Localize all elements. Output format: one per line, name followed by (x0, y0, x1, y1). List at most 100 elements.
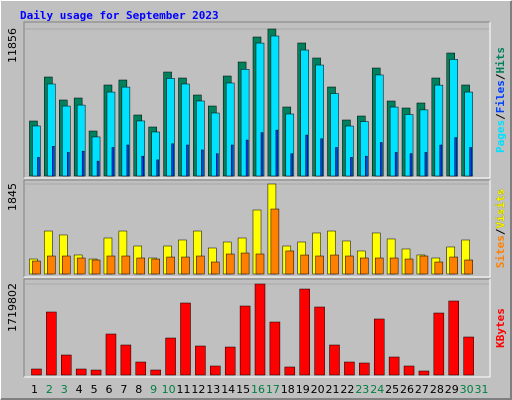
x-tick-label: 29 (445, 383, 459, 396)
x-tick-label: 4 (76, 383, 83, 396)
bar (186, 144, 189, 177)
panel-bevel-dark (23, 179, 490, 277)
bar (151, 258, 160, 275)
x-tick-label: 12 (191, 383, 205, 396)
bar (91, 259, 101, 275)
bar (239, 305, 251, 376)
bar (196, 100, 205, 177)
bar (449, 59, 458, 177)
x-tick-label: 3 (61, 383, 68, 396)
x-tick-label: 27 (415, 383, 429, 396)
bar (439, 144, 443, 177)
legend-entry: KBytes (494, 308, 507, 348)
bar (345, 125, 354, 177)
legend-entry: Files (494, 80, 507, 113)
bar (210, 365, 221, 376)
bar (201, 149, 204, 177)
bar (121, 86, 131, 177)
bar (225, 82, 235, 177)
bar (464, 91, 473, 177)
bar (389, 106, 399, 177)
bar (240, 69, 250, 177)
bar (181, 83, 190, 177)
x-tick-label: 6 (105, 383, 112, 396)
bar (106, 255, 116, 275)
y-tick-label: 1845 (6, 183, 19, 211)
bar (290, 153, 294, 177)
x-tick-label: 13 (206, 383, 220, 396)
legend: Sites/Visits (494, 189, 507, 269)
x-tick-label: 20 (311, 383, 325, 396)
x-tick-label: 18 (281, 383, 295, 396)
bar (418, 370, 430, 376)
bar (135, 361, 147, 376)
bar (240, 252, 250, 275)
bar (448, 300, 459, 376)
bar (434, 261, 444, 275)
bar (156, 159, 159, 177)
bar (424, 152, 428, 177)
y-tick-label: 1719802 (6, 283, 19, 332)
x-tick-label: 17 (266, 383, 280, 396)
x-tick-label: 28 (430, 383, 444, 396)
bar (46, 311, 57, 376)
bar (374, 74, 384, 177)
panel-bevel-dark (23, 278, 490, 377)
bar (230, 144, 234, 177)
x-tick-label: 15 (236, 383, 250, 396)
bar (365, 155, 368, 177)
bar (360, 121, 369, 177)
legend: KBytes (494, 308, 507, 348)
legend-separator: / (494, 113, 507, 120)
x-tick-label: 2 (46, 383, 53, 396)
bar (345, 255, 354, 275)
bar (91, 136, 101, 177)
bar (121, 255, 131, 275)
x-tick-label: 24 (370, 383, 384, 396)
bar (150, 369, 161, 376)
panel-bevel-light (24, 22, 491, 179)
bar (275, 129, 279, 177)
bar (270, 35, 280, 177)
bar (260, 132, 264, 177)
bar (195, 345, 206, 376)
x-tick-label: 5 (91, 383, 98, 396)
x-tick-label: 14 (221, 383, 235, 396)
y-tick-label: 11856 (6, 28, 19, 63)
bar (151, 131, 160, 177)
x-tick-label: 21 (326, 383, 340, 396)
bar (166, 78, 175, 177)
bar (330, 93, 339, 177)
bar (31, 368, 42, 376)
x-tick-label: 30 (460, 383, 474, 396)
bar (141, 155, 145, 177)
bar (434, 84, 444, 177)
bar (330, 254, 339, 275)
bar (255, 253, 265, 275)
bar (32, 125, 41, 177)
x-tick-label: 10 (162, 383, 176, 396)
bar (120, 344, 132, 376)
panel-bevel-dark (23, 21, 490, 178)
bar (269, 321, 281, 376)
bar (389, 257, 399, 275)
bar (285, 250, 295, 275)
bar (433, 312, 445, 376)
x-tick-label: 31 (475, 383, 489, 396)
bar (373, 318, 385, 376)
bar (61, 354, 72, 376)
bar (126, 144, 130, 177)
bar (419, 255, 429, 275)
bar (454, 137, 457, 177)
legend-entry: Hits (494, 47, 507, 74)
bar (270, 208, 280, 275)
x-tick-label: 8 (135, 383, 142, 396)
bar (388, 356, 400, 376)
bar (404, 258, 414, 275)
bar (47, 255, 56, 275)
bar (305, 134, 308, 177)
bar (300, 254, 309, 275)
x-tick-label: 9 (150, 383, 157, 396)
panel-bevel-light (24, 180, 491, 278)
